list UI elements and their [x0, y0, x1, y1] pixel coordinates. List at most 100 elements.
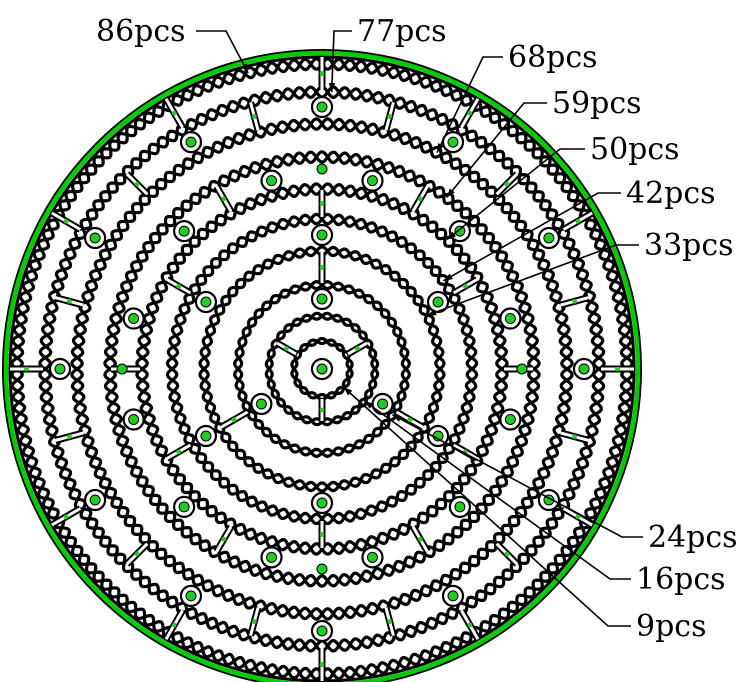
spoke-rim-8-joint [171, 110, 177, 116]
spoke-outer-7-joint [134, 181, 140, 187]
leader-ring-77 [330, 30, 352, 93]
rim-green-band [3, 50, 641, 682]
spoke-rim-3-joint [319, 662, 325, 667]
node-r195-3 [266, 551, 278, 563]
spoke-inner-0-joint [319, 407, 325, 413]
arrowhead-ring-59 [446, 188, 455, 198]
node-r262-5 [89, 494, 101, 506]
label-ring-16: 16pcs [636, 562, 726, 597]
ring-68-strand-2 [70, 117, 574, 621]
spoke-mid-1-joint [231, 417, 237, 423]
spoke-outer-2-joint [387, 619, 393, 624]
arrowhead-ring-16 [364, 400, 374, 409]
spoke-rim-5-joint [63, 514, 69, 520]
spoke-rim-11-joint [575, 218, 581, 224]
spoke-outer-6-joint [67, 298, 72, 304]
node-r262-6 [54, 363, 66, 375]
arrowhead-ring-33 [427, 309, 437, 316]
node-r262-8 [185, 136, 197, 148]
node-r262-4 [185, 590, 197, 602]
leader-ring-16 [363, 400, 631, 580]
spoke-outer-8-joint [251, 114, 257, 119]
spoke-rim-10-joint [467, 110, 473, 116]
spoke-rim-2-joint [467, 622, 473, 628]
node-r262-11 [543, 232, 555, 244]
spoke-m3-2-joint [221, 536, 227, 542]
spoke-m2-1-joint [319, 532, 325, 537]
node-r262-9 [316, 101, 328, 113]
spoke-rim-7-joint [63, 218, 69, 224]
spoke-outer-0-joint [572, 434, 577, 440]
node-r195-1 [454, 501, 466, 513]
spoke-outer-10-joint [504, 181, 510, 187]
node-small-1 [316, 163, 328, 175]
ring-labels: 86pcs 77pcs 68pcs 59pcs 50pcs 42pcs 33pc… [96, 14, 738, 644]
ring-42-strand-2 [165, 212, 479, 526]
spoke-m2-2-joint [176, 449, 182, 455]
spoke-rim-1-joint [575, 514, 581, 520]
ring-42-braid [165, 212, 479, 526]
label-ring-59: 59pcs [552, 86, 642, 121]
node-r195-0 [504, 413, 516, 425]
rim-outline [2, 49, 642, 682]
spoke-rim-9-joint [319, 71, 325, 76]
node-r195-11 [504, 313, 516, 325]
label-ring-68: 68pcs [508, 40, 598, 75]
spoke-mid-2-joint [319, 265, 325, 270]
node-r134-4 [200, 296, 212, 308]
ring-68-braid [70, 117, 574, 621]
node-r262-7 [89, 232, 101, 244]
node-r195-7 [178, 225, 190, 237]
arrowhead-ring-24 [392, 414, 402, 422]
node-small-3 [116, 363, 128, 375]
spoke-m2-4-joint [319, 201, 325, 206]
label-ring-86: 86pcs [96, 14, 186, 49]
spokes [10, 57, 634, 681]
node-r195-9 [366, 175, 378, 187]
ring-16-strand-2 [264, 311, 380, 427]
node-r262-2 [447, 590, 459, 602]
label-ring-24: 24pcs [648, 520, 738, 555]
node-r195-5 [128, 413, 140, 425]
spoke-mid-0-joint [407, 417, 413, 423]
spoke-rim-6-joint [24, 366, 29, 372]
spoke-outer-9-joint [387, 114, 393, 119]
label-ring-42: 42pcs [626, 176, 716, 211]
leader-ring-86 [196, 30, 249, 74]
node-center [316, 363, 328, 375]
support-nodes [48, 95, 596, 643]
spoke-rim-4-joint [171, 622, 177, 628]
label-ring-50: 50pcs [590, 132, 680, 167]
spoke-m2-3-joint [176, 283, 182, 289]
ring-33-strand-2 [198, 245, 446, 493]
spoke-inner-2-joint [355, 346, 360, 351]
arrowhead-ring-50 [447, 231, 457, 240]
node-r262-3 [316, 625, 328, 637]
spoke-outer-4-joint [134, 551, 140, 557]
ring-9-braid [290, 336, 354, 402]
spoke-outer-5-joint [67, 434, 72, 440]
leader-ring-59 [445, 102, 547, 199]
spoke-m3-4-joint [221, 196, 227, 202]
spoke-outer-11-joint [572, 298, 577, 304]
node-r195-8 [266, 175, 278, 187]
leader-ring-33 [426, 244, 639, 317]
label-ring-77: 77pcs [357, 14, 447, 49]
spoke-outer-1-joint [504, 551, 510, 557]
node-r70-0 [255, 398, 267, 410]
arrowhead-ring-9 [343, 386, 353, 396]
node-r70-1 [316, 293, 328, 305]
spoke-outer-3-joint [251, 619, 257, 624]
label-ring-9: 9pcs [636, 609, 707, 644]
spoke-inner-1-joint [284, 346, 289, 351]
spoke-rim-0-joint [615, 366, 620, 372]
spoke-m3-5-joint [417, 196, 423, 202]
ring-16-braid [264, 311, 380, 427]
node-r195-6 [128, 313, 140, 325]
node-small-2 [516, 363, 528, 375]
node-r134-2 [316, 497, 328, 509]
ring-24-braid [233, 280, 411, 458]
leader-ring-68 [436, 56, 503, 154]
node-r195-10 [454, 225, 466, 237]
